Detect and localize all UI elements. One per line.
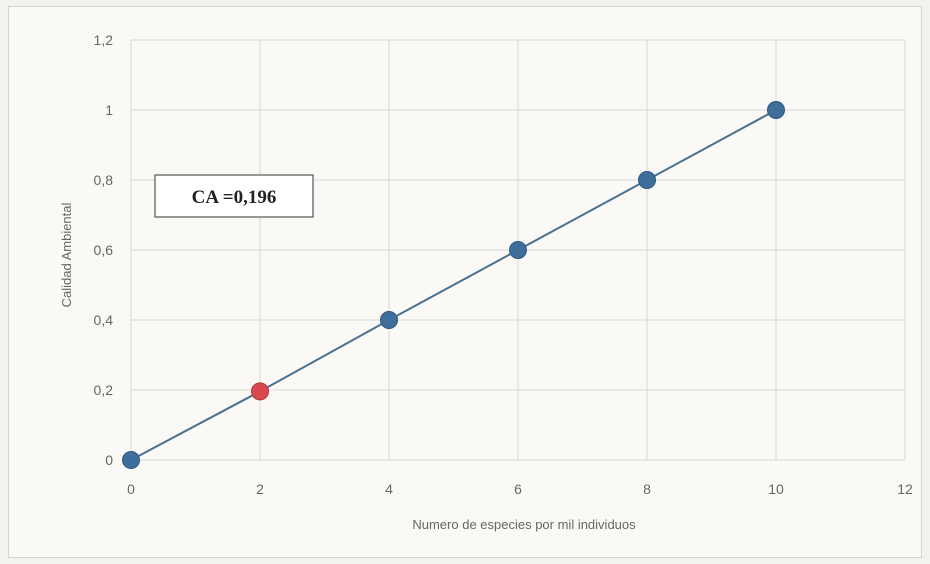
data-points — [122, 101, 785, 469]
y-tick-label: 0,6 — [94, 242, 114, 258]
y-axis-title: Calidad Ambiental — [59, 202, 74, 307]
y-tick-label: 0,2 — [94, 382, 114, 398]
x-tick-label: 4 — [385, 481, 393, 497]
data-point — [638, 171, 656, 189]
x-tick-label: 0 — [127, 481, 135, 497]
x-tick-label: 8 — [643, 481, 651, 497]
annotation-box: CA =0,196 — [154, 174, 314, 218]
x-tick-label: 12 — [897, 481, 913, 497]
data-point — [122, 451, 140, 469]
series-line-group — [130, 109, 777, 461]
chart: 0 2 4 6 8 10 12 0 0,2 0,4 0,6 0,8 1 1,2 Numero de esp… — [59, 32, 913, 532]
y-tick-label: 1 — [105, 102, 113, 118]
x-tick-label: 6 — [514, 481, 522, 497]
x-tick-label: 2 — [256, 481, 264, 497]
y-tick-label: 0,8 — [94, 172, 114, 188]
data-point — [380, 311, 398, 329]
chart-frame: 0 2 4 6 8 10 12 0 0,2 0,4 0,6 0,8 1 1,2 Numero de esp… — [8, 6, 922, 558]
annotation-border — [154, 174, 314, 218]
x-axis-title: Numero de especies por mil individuos — [412, 517, 636, 532]
y-tick-label: 1,2 — [94, 32, 114, 48]
data-point — [767, 101, 785, 119]
y-tick-label: 0,4 — [94, 312, 114, 328]
tick-labels: 0 2 4 6 8 10 12 0 0,2 0,4 0,6 0,8 1 1,2 — [94, 32, 913, 497]
data-point — [509, 241, 527, 259]
annotation-text: CA =0,196 — [192, 187, 277, 208]
y-tick-label: 0 — [105, 452, 113, 468]
x-tick-label: 10 — [768, 481, 784, 497]
highlighted-data-point — [251, 382, 269, 401]
series-line — [130, 109, 777, 461]
